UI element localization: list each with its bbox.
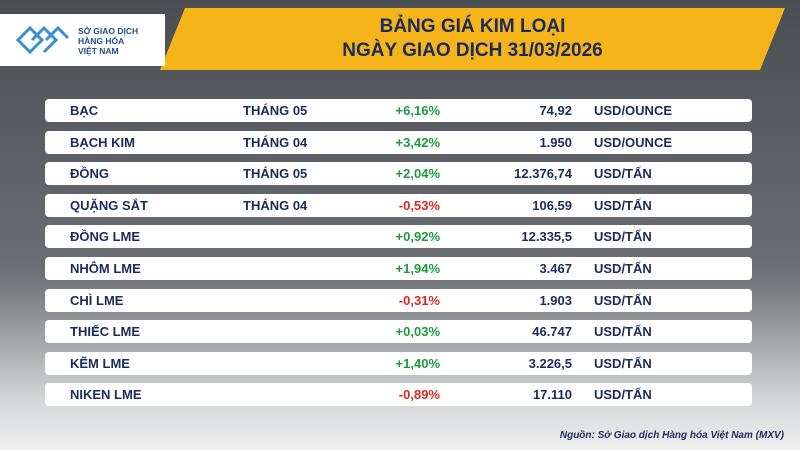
metal-name: QUẶNG SẮT: [70, 197, 148, 213]
change-percent: -0,53%: [398, 197, 440, 213]
price: 46.747: [532, 324, 572, 340]
logo-icon: [15, 25, 70, 55]
price: 3.226,5: [528, 355, 572, 371]
table-row: QUẶNG SẮT THÁNG 04 -0,53% 106,59 USD/TẤN: [45, 193, 752, 217]
change-percent: +1,94%: [395, 261, 440, 276]
table-row: KẼM LME +1,40% 3.226,5 USD/TẤN: [45, 351, 752, 375]
table-row: NHÔM LME +1,94% 3.467 USD/TẤN: [45, 257, 752, 280]
table-row: THIẾC LME +0,03% 46.747 USD/TẤN: [45, 320, 752, 344]
metal-name: THIẾC LME: [70, 324, 141, 340]
metal-name: BẠCH KIM: [70, 134, 135, 150]
metal-name: BẠC: [70, 103, 99, 118]
metal-name: NHÔM LME: [70, 261, 141, 276]
table-row: NIKEN LME -0,89% 17.110 USD/TẤN: [45, 383, 752, 407]
price: 1.903: [539, 292, 572, 308]
title: BẢNG GIÁ KIM LOẠI: [379, 16, 566, 37]
price: 106,59: [532, 197, 572, 213]
title-banner: [160, 8, 785, 70]
unit: USD/TẤN: [594, 387, 652, 403]
table-row: ĐỒNG THÁNG 05 +2,04% 12.376,74 USD/TẤN: [45, 162, 752, 186]
change-percent: -0,31%: [398, 292, 440, 308]
change-percent: +1,40%: [395, 355, 440, 371]
price: 74,92: [539, 103, 572, 118]
metal-name: ĐỒNG: [70, 166, 109, 182]
unit: USD/OUNCE: [594, 134, 673, 150]
logo: SỞ GIAO DỊCH HÀNG HÓA VIỆT NAM: [0, 14, 165, 66]
table-row: BẠC THÁNG 05 +6,16% 74,92 USD/OUNCE: [45, 99, 752, 122]
metal-name: KẼM LME: [70, 355, 130, 371]
unit: USD/TẤN: [594, 197, 652, 213]
change-percent: +6,16%: [395, 103, 440, 118]
unit: USD/TẤN: [594, 355, 652, 371]
title: NGÀY GIAO DỊCH 31/03/2026: [342, 40, 603, 61]
unit: USD/TẤN: [594, 261, 652, 276]
contract-month: THÁNG 05: [243, 166, 308, 182]
logo-text: SỞ GIAO DỊCH: [78, 26, 139, 36]
metal-name: CHÌ LME: [70, 292, 124, 308]
change-percent: +3,42%: [395, 134, 440, 150]
change-percent: -0,89%: [398, 387, 440, 403]
contract-month: THÁNG 04: [243, 197, 308, 213]
price: 12.376,74: [514, 166, 572, 182]
change-percent: +0,03%: [395, 324, 440, 340]
contract-month: THÁNG 05: [243, 103, 308, 118]
unit: USD/TẤN: [594, 166, 652, 182]
change-percent: +0,92%: [395, 229, 440, 245]
table-row: CHÌ LME -0,31% 1.903 USD/TẤN: [45, 288, 752, 312]
price: 3.467: [539, 261, 572, 276]
change-percent: +2,04%: [395, 166, 440, 182]
source-note: Nguồn: Sở Giao dịch Hàng hóa Việt Nam (M…: [559, 430, 784, 441]
table-row: BẠCH KIM THÁNG 04 +3,42% 1.950 USD/OUNCE: [45, 130, 752, 154]
logo-text: HÀNG HÓA: [78, 36, 125, 46]
contract-month: THÁNG 04: [243, 134, 308, 150]
price: 12.335,5: [521, 229, 572, 245]
unit: USD/OUNCE: [594, 103, 673, 118]
unit: USD/TẤN: [594, 292, 652, 308]
metal-name: ĐỒNG LME: [70, 229, 141, 245]
price: 1.950: [539, 134, 572, 150]
logo-text: VIỆT NAM: [78, 46, 119, 56]
unit: USD/TẤN: [594, 324, 652, 340]
table-row: ĐỒNG LME +0,92% 12.335,5 USD/TẤN: [45, 225, 752, 249]
price: 17.110: [532, 387, 572, 403]
metal-name: NIKEN LME: [70, 387, 142, 403]
unit: USD/TẤN: [594, 229, 652, 245]
